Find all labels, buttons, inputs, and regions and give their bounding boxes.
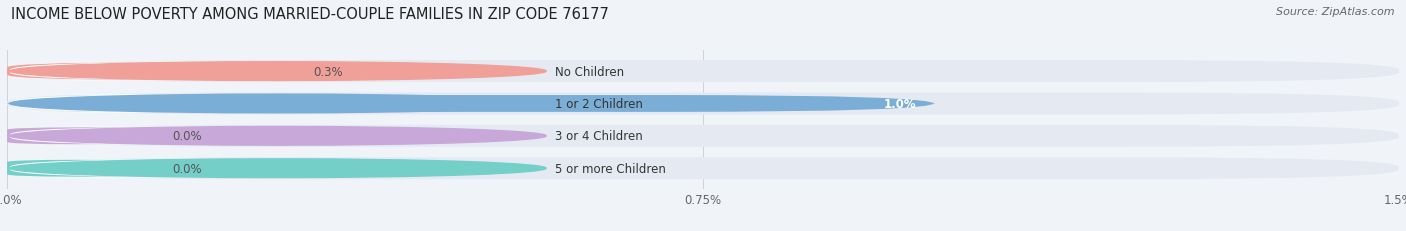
Text: 0.0%: 0.0% <box>173 162 202 175</box>
Circle shape <box>10 62 546 81</box>
Circle shape <box>10 159 546 178</box>
Text: 3 or 4 Children: 3 or 4 Children <box>555 130 643 143</box>
Text: INCOME BELOW POVERTY AMONG MARRIED-COUPLE FAMILIES IN ZIP CODE 76177: INCOME BELOW POVERTY AMONG MARRIED-COUPL… <box>11 7 609 22</box>
Text: 5 or more Children: 5 or more Children <box>555 162 666 175</box>
Circle shape <box>10 95 546 113</box>
FancyBboxPatch shape <box>7 159 242 178</box>
FancyBboxPatch shape <box>7 63 285 80</box>
FancyBboxPatch shape <box>7 125 1399 147</box>
Text: 0.3%: 0.3% <box>314 65 343 78</box>
Text: 1.0%: 1.0% <box>884 97 917 110</box>
FancyBboxPatch shape <box>7 158 1399 179</box>
Text: No Children: No Children <box>555 65 624 78</box>
FancyBboxPatch shape <box>7 61 1399 83</box>
Text: Source: ZipAtlas.com: Source: ZipAtlas.com <box>1277 7 1395 17</box>
FancyBboxPatch shape <box>7 128 145 145</box>
FancyBboxPatch shape <box>7 160 145 177</box>
Circle shape <box>10 127 546 146</box>
FancyBboxPatch shape <box>7 93 1399 115</box>
FancyBboxPatch shape <box>7 62 242 81</box>
Text: 1 or 2 Children: 1 or 2 Children <box>555 97 644 110</box>
FancyBboxPatch shape <box>7 95 242 113</box>
FancyBboxPatch shape <box>7 96 935 112</box>
FancyBboxPatch shape <box>7 127 242 146</box>
Text: 0.0%: 0.0% <box>173 130 202 143</box>
